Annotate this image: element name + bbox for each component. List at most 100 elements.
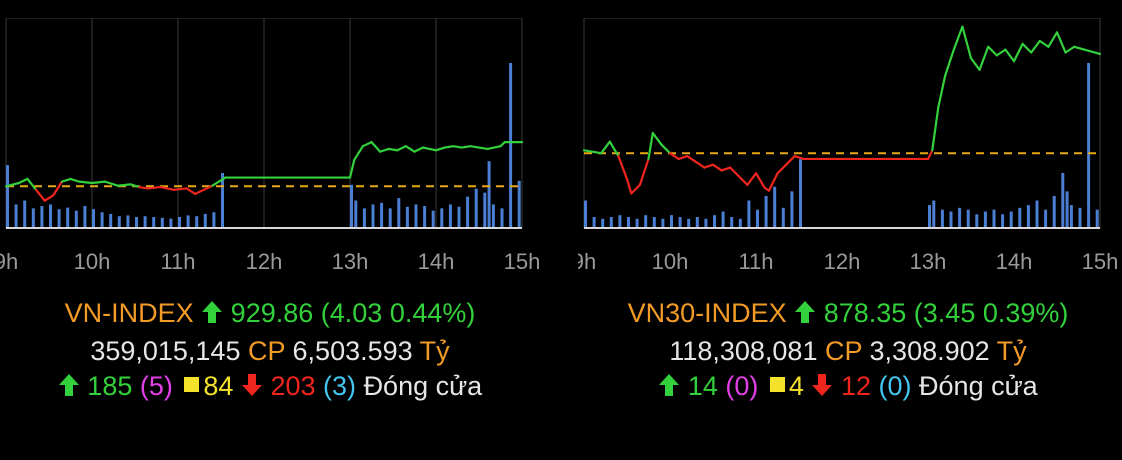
volume-bar [83, 206, 87, 228]
price-line-segment [995, 48, 1007, 57]
volume-bar [6, 165, 9, 228]
volume-bar [592, 217, 596, 228]
volume-bar [1035, 200, 1039, 228]
price-line-segment [370, 140, 382, 153]
x-tick-label: 9h [578, 249, 596, 274]
price-line-segment [638, 157, 650, 186]
vn-index-summary-line: VN-INDEX 929.86 (4.03 0.44%) [0, 296, 540, 330]
volume-bar [799, 159, 802, 228]
volume-bar [143, 216, 147, 228]
vn-index-status: Đóng cửa [363, 371, 483, 401]
up-arrow-icon [794, 300, 816, 324]
vn-index-change: (4.03 0.44%) [320, 298, 476, 328]
volume-bar [178, 217, 181, 228]
price-line-segment [434, 146, 446, 152]
up-arrow-icon [658, 373, 680, 397]
price-line-segment [146, 185, 162, 190]
price-line-segment [630, 183, 642, 195]
price-line-segment [469, 145, 481, 149]
volume-bar [135, 217, 138, 228]
price-line-segment [600, 140, 611, 155]
volume-bar [414, 204, 418, 228]
price-line-segment [348, 158, 356, 179]
vn30-index-volume-unit: CP [824, 336, 863, 366]
vn30-index-name: VN30-INDEX [627, 298, 787, 328]
volume-bar [695, 217, 699, 228]
x-tick-label: 12h [246, 249, 283, 274]
volume-bar [474, 188, 478, 228]
price-line-segment [159, 185, 175, 191]
price-line-segment [1064, 45, 1076, 54]
x-tick-label: 13h [910, 249, 947, 274]
volume-bar [117, 216, 121, 228]
price-line-segment [785, 154, 796, 166]
vn30-index-volume-line: 118,308,081 CP 3,308.902 Tỷ [578, 334, 1118, 368]
volume-bar [687, 218, 691, 228]
volume-bar [362, 208, 366, 228]
volume-bar [160, 217, 164, 228]
volume-bar [423, 206, 427, 228]
volume-bar [109, 213, 113, 228]
price-line-segment [617, 154, 629, 181]
volume-bar [661, 218, 665, 228]
vn30-index-panel: 9h 10h 11h 12h 13h 14h 15h VN30-INDEX 878.35 (… [578, 0, 1118, 460]
vn-index-chart: 9h 10h 11h 12h 13h 14h 15h [0, 18, 540, 280]
volume-bar [670, 215, 673, 228]
price-line-segment [90, 180, 107, 185]
volume-bar [764, 195, 768, 228]
price-line-segment [647, 131, 654, 161]
vn-index-value: 929.86 [230, 298, 314, 328]
volume-bar [40, 206, 44, 228]
price-line-segment [443, 145, 455, 149]
volume-bar [747, 200, 751, 228]
vn-index-volume-unit: CP [247, 336, 286, 366]
price-line-segment [1055, 31, 1067, 54]
vn30-index-advancers: 14 [687, 371, 718, 401]
volume-bar [584, 200, 587, 228]
vn-index-name: VN-INDEX [64, 298, 194, 328]
volume-bar [1095, 209, 1099, 228]
vn30-index-chart-svg: 9h 10h 11h 12h 13h 14h 15h [578, 18, 1118, 274]
volume-bar [440, 208, 444, 228]
volume-bar [491, 204, 495, 228]
price-line-segment [660, 143, 672, 155]
vn-index-chart-svg: 9h 10h 11h 12h 13h 14h 15h [0, 18, 540, 274]
price-line-segment [1073, 45, 1102, 56]
volume-bar [431, 210, 435, 228]
price-line-segment [1004, 48, 1016, 63]
price-line-segment [608, 140, 620, 158]
volume-bar [397, 198, 401, 228]
volume-bar [354, 200, 358, 228]
volume-bar [31, 208, 35, 228]
volume-bar [49, 204, 52, 228]
volume-bar [350, 184, 353, 228]
volume-bar [500, 208, 504, 228]
volume-bar [509, 63, 513, 228]
vn-index-turnover-unit: Tỷ [419, 336, 450, 366]
volume-bar [730, 217, 734, 228]
volume-bar [652, 217, 656, 228]
price-line-segment [138, 185, 149, 190]
price-line-segment [686, 154, 697, 163]
price-line-segment [720, 166, 732, 172]
vn30-index-floor: (0) [878, 371, 912, 401]
price-line-segment [1038, 39, 1050, 48]
price-line-segment [1021, 42, 1033, 54]
x-tick-label: 12h [824, 249, 861, 274]
vn30-index-breadth-line: 14 (0) 4 12 (0) Đóng cửa [578, 369, 1118, 403]
unchanged-square-icon [184, 377, 200, 392]
volume-bar [380, 202, 384, 228]
price-line-segment [353, 145, 364, 161]
price-line-segment [460, 145, 472, 149]
price-line-segment [767, 172, 779, 192]
vn-index-ceiling: (5) [139, 371, 173, 401]
price-line-segment [668, 152, 680, 161]
vn30-index-change: (3.45 0.39%) [913, 298, 1069, 328]
volume-bar [517, 180, 521, 228]
volume-bar [949, 211, 953, 228]
x-tick-label: 14h [996, 249, 1033, 274]
volume-bar [186, 215, 190, 228]
price-line-segment [60, 177, 72, 183]
x-tick-label: 10h [74, 249, 111, 274]
x-tick-label: 15h [504, 249, 540, 274]
